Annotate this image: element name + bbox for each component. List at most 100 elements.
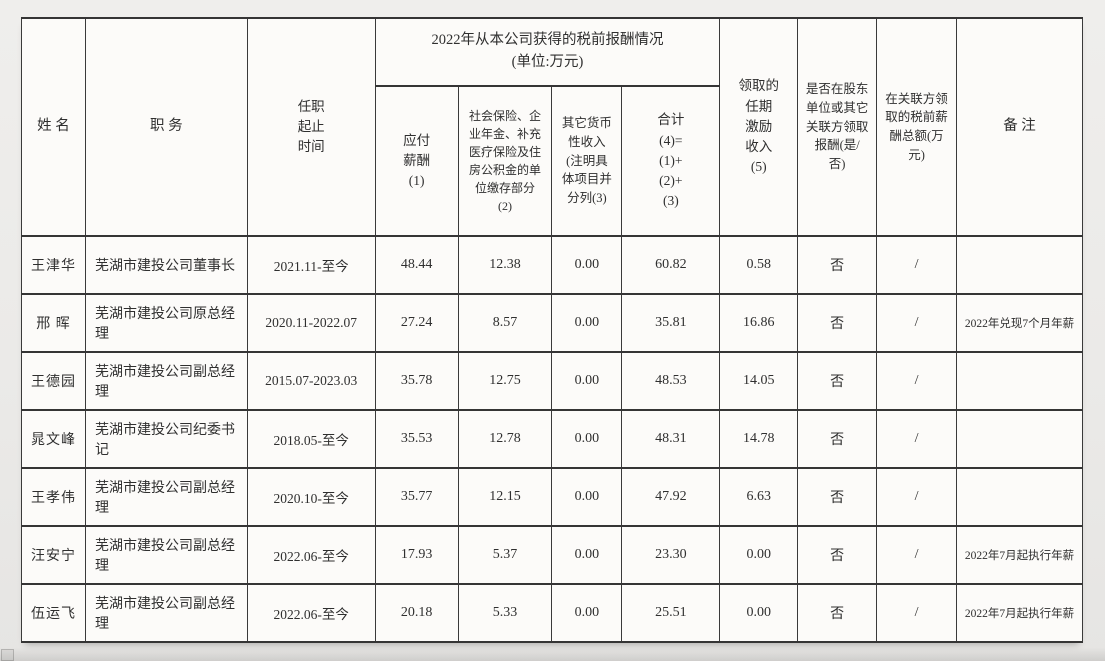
cell-position: 芜湖市建投公司纪委书记 — [84, 409, 248, 469]
cell-total: 47.92 — [621, 467, 721, 527]
cell-related-amount: / — [876, 409, 957, 469]
cell-total: 25.51 — [621, 583, 721, 643]
header-remark: 备 注 — [956, 17, 1083, 237]
table-body: 王津华 芜湖市建投公司董事长 2021.11-至今 48.44 12.38 0.00 60.… — [21, 235, 1083, 643]
header-other-monetary-income: 其它货币 性收入 (注明具 体项目并 分列(3) — [551, 85, 623, 237]
cell-total: 48.53 — [621, 351, 721, 411]
scan-artifact — [1, 649, 14, 661]
cell-payable: 35.53 — [374, 409, 459, 469]
cell-payable: 35.77 — [374, 467, 459, 527]
cell-payable: 20.18 — [374, 583, 459, 643]
cell-position: 芜湖市建投公司原总经理 — [84, 293, 248, 353]
cell-term: 2020.10-至今 — [246, 467, 376, 527]
cell-payable: 17.93 — [374, 525, 459, 585]
cell-remark: 2022年兑现7个月年薪 — [956, 293, 1083, 353]
table-row: 王德园 芜湖市建投公司副总经理 2015.07-2023.03 35.78 12.75 0… — [21, 351, 1083, 411]
cell-term: 2021.11-至今 — [246, 235, 376, 295]
cell-insurance: 12.38 — [457, 235, 553, 295]
cell-total: 48.31 — [621, 409, 721, 469]
cell-related-flag: 否 — [797, 409, 878, 469]
cell-insurance: 12.75 — [457, 351, 553, 411]
cell-other: 0.00 — [551, 293, 623, 353]
cell-related-flag: 否 — [797, 235, 878, 295]
cell-position: 芜湖市建投公司副总经理 — [84, 525, 248, 585]
cell-term: 2020.11-2022.07 — [246, 293, 376, 353]
cell-incentive: 0.00 — [719, 525, 799, 585]
cell-total: 23.30 — [621, 525, 721, 585]
cell-payable: 27.24 — [374, 293, 459, 353]
cell-related-amount: / — [876, 351, 957, 411]
cell-name: 汪安宁 — [21, 525, 86, 585]
header-salary-group-title: 2022年从本公司获得的税前报酬情况 (单位:万元) — [374, 17, 721, 87]
table-row: 汪安宁 芜湖市建投公司副总经理 2022.06-至今 17.93 5.37 0.00 23.… — [21, 525, 1083, 585]
table-row: 晁文峰 芜湖市建投公司纪委书记 2018.05-至今 35.53 12.78 0.00 48… — [21, 409, 1083, 469]
cell-related-flag: 否 — [797, 583, 878, 643]
cell-remark — [956, 409, 1083, 469]
header-related-party-flag: 是否在股东 单位或其它 关联方领取 报酬(是/ 否) — [797, 17, 878, 237]
cell-incentive: 0.58 — [719, 235, 799, 295]
cell-name: 晁文峰 — [21, 409, 86, 469]
cell-related-flag: 否 — [797, 525, 878, 585]
cell-insurance: 5.37 — [457, 525, 553, 585]
header-position: 职 务 — [84, 17, 248, 237]
cell-name: 伍运飞 — [21, 583, 86, 643]
cell-incentive: 6.63 — [719, 467, 799, 527]
cell-name: 王德园 — [21, 351, 86, 411]
cell-insurance: 5.33 — [457, 583, 553, 643]
cell-incentive: 16.86 — [719, 293, 799, 353]
cell-remark: 2022年7月起执行年薪 — [956, 583, 1083, 643]
cell-other: 0.00 — [551, 467, 623, 527]
cell-position: 芜湖市建投公司副总经理 — [84, 351, 248, 411]
cell-total: 35.81 — [621, 293, 721, 353]
cell-other: 0.00 — [551, 525, 623, 585]
cell-position: 芜湖市建投公司副总经理 — [84, 583, 248, 643]
cell-payable: 48.44 — [374, 235, 459, 295]
cell-related-amount: / — [876, 583, 957, 643]
cell-insurance: 12.15 — [457, 467, 553, 527]
header-term-dates: 任职 起止 时间 — [246, 17, 376, 237]
cell-related-amount: / — [876, 293, 957, 353]
table-header: 姓 名 职 务 任职 起止 时间 2022年从本公司获得的税前报酬情况 (单位:… — [21, 17, 1083, 237]
cell-term: 2022.06-至今 — [246, 525, 376, 585]
cell-position: 芜湖市建投公司副总经理 — [84, 467, 248, 527]
cell-incentive: 14.05 — [719, 351, 799, 411]
header-related-party-amount: 在关联方领 取的税前薪 酬总额(万 元) — [876, 17, 957, 237]
cell-other: 0.00 — [551, 409, 623, 469]
table-row: 王孝伟 芜湖市建投公司副总经理 2020.10-至今 35.77 12.15 0.00 47… — [21, 467, 1083, 527]
cell-incentive: 14.78 — [719, 409, 799, 469]
cell-related-amount: / — [876, 525, 957, 585]
page-bottom-shadow — [0, 647, 1105, 661]
header-name: 姓 名 — [21, 17, 86, 237]
cell-related-flag: 否 — [797, 467, 878, 527]
executive-compensation-table: 姓 名 职 务 任职 起止 时间 2022年从本公司获得的税前报酬情况 (单位:… — [21, 17, 1083, 643]
cell-name: 邢 晖 — [21, 293, 86, 353]
cell-other: 0.00 — [551, 351, 623, 411]
cell-related-flag: 否 — [797, 293, 878, 353]
cell-term: 2022.06-至今 — [246, 583, 376, 643]
cell-remark: 2022年7月起执行年薪 — [956, 525, 1083, 585]
cell-term: 2018.05-至今 — [246, 409, 376, 469]
header-total: 合计 (4)= (1)+ (2)+ (3) — [621, 85, 721, 237]
cell-insurance: 8.57 — [457, 293, 553, 353]
header-incentive-income: 领取的 任期 激励 收入 (5) — [719, 17, 799, 237]
cell-related-amount: / — [876, 467, 957, 527]
cell-name: 王孝伟 — [21, 467, 86, 527]
cell-remark — [956, 467, 1083, 527]
cell-total: 60.82 — [621, 235, 721, 295]
cell-position: 芜湖市建投公司董事长 — [84, 235, 248, 295]
header-insurance-contribution: 社会保险、企 业年金、补充 医疗保险及住 房公积金的单 位缴存部分 (2) — [457, 85, 553, 237]
table-row: 邢 晖芜湖市建投公司原总经理 2020.11-2022.07 27.24 8.57 0.… — [21, 293, 1083, 353]
cell-incentive: 0.00 — [719, 583, 799, 643]
table-row: 伍运飞 芜湖市建投公司副总经理 2022.06-至今 20.18 5.33 0.00 25.… — [21, 583, 1083, 643]
cell-remark — [956, 235, 1083, 295]
header-payable-salary: 应付 薪酬 (1) — [374, 85, 459, 237]
table-row: 王津华 芜湖市建投公司董事长 2021.11-至今 48.44 12.38 0.00 60.… — [21, 235, 1083, 295]
cell-name: 王津华 — [21, 235, 86, 295]
cell-other: 0.00 — [551, 235, 623, 295]
cell-remark — [956, 351, 1083, 411]
cell-related-flag: 否 — [797, 351, 878, 411]
cell-term: 2015.07-2023.03 — [246, 351, 376, 411]
cell-related-amount: / — [876, 235, 957, 295]
cell-payable: 35.78 — [374, 351, 459, 411]
cell-other: 0.00 — [551, 583, 623, 643]
